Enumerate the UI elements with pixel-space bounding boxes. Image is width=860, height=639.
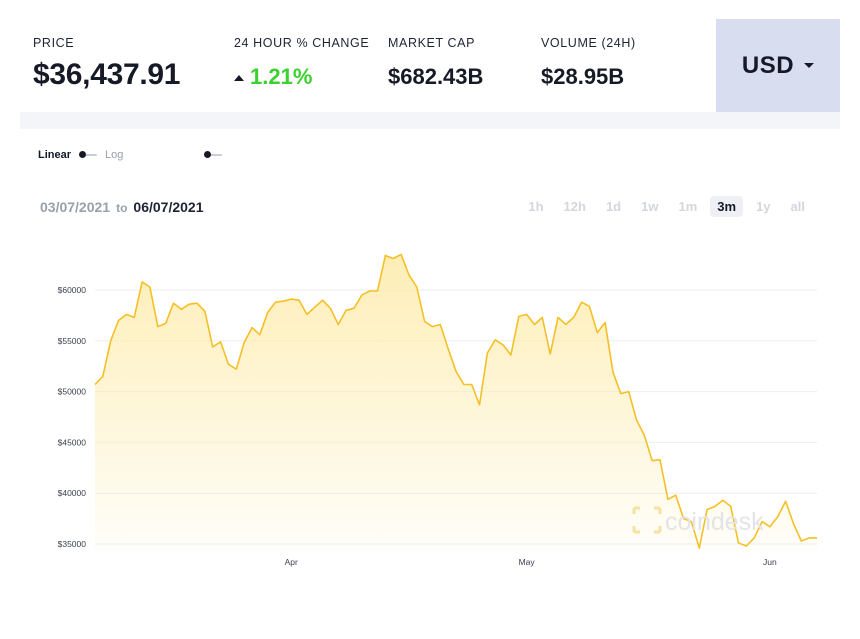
secondary-toggle-switch[interactable] <box>204 151 222 159</box>
range-1h[interactable]: 1h <box>528 199 544 214</box>
toggle-track <box>81 154 98 156</box>
y-tick-label: $60000 <box>58 285 87 295</box>
volume-label: VOLUME (24H) <box>541 36 636 50</box>
price-chart: $35000 $40000 $45000 $50000 $55000 $60000 Apr M… <box>58 253 817 567</box>
change-stat: 24 HOUR % CHANGE 1.21% <box>234 36 369 90</box>
y-tick-label: $40000 <box>58 488 87 498</box>
range-1d[interactable]: 1d <box>605 199 622 214</box>
toggle-track <box>206 154 222 156</box>
coindesk-logo-icon <box>632 506 662 534</box>
price-area <box>95 254 817 550</box>
y-tick-label: $55000 <box>58 336 87 346</box>
stats-bar: PRICE $36,437.91 24 HOUR % CHANGE 1.21% … <box>0 0 860 112</box>
coindesk-watermark: coindesk <box>665 508 764 536</box>
volume-stat: VOLUME (24H) $28.95B <box>541 36 636 90</box>
price-value: $36,437.91 <box>33 58 181 91</box>
x-tick-label: May <box>519 557 536 567</box>
market-cap-label: MARKET CAP <box>388 36 476 50</box>
volume-value: $28.95B <box>541 64 625 89</box>
date-end[interactable]: 06/07/2021 <box>133 199 204 215</box>
price-stat: PRICE $36,437.91 <box>33 36 180 92</box>
range-1y[interactable]: 1y <box>756 199 771 214</box>
scale-linear-option[interactable]: Linear <box>38 149 72 161</box>
caret-down-icon <box>804 63 815 68</box>
date-range: 03/07/2021 to 06/07/2021 <box>40 199 203 215</box>
date-to-word: to <box>116 201 128 215</box>
x-tick-label: Apr <box>285 557 298 567</box>
toggle-knob <box>204 151 211 158</box>
arrow-up-icon <box>234 75 244 81</box>
scale-toggle-row: Linear Log <box>38 149 123 161</box>
y-tick-label: $50000 <box>58 387 87 397</box>
range-1m[interactable]: 1m <box>678 199 698 214</box>
divider-band <box>20 112 840 129</box>
market-cap-value: $682.43B <box>388 64 484 89</box>
x-tick-label: Jun <box>763 557 777 567</box>
market-cap-stat: MARKET CAP $682.43B <box>388 36 483 90</box>
currency-label: USD <box>741 51 795 79</box>
change-label: 24 HOUR % CHANGE <box>234 36 370 50</box>
range-selector: 1h 12h 1d 1w 1m 3m 1y all <box>515 196 812 217</box>
change-value: 1.21% <box>250 64 313 89</box>
range-3m[interactable]: 3m <box>710 196 744 217</box>
change-row: 1.21% <box>234 64 369 90</box>
scale-log-option[interactable]: Log <box>105 149 124 161</box>
scale-toggle-switch[interactable] <box>79 151 98 159</box>
y-tick-label: $45000 <box>58 437 87 447</box>
price-series-line <box>94 253 817 549</box>
range-12h[interactable]: 12h <box>563 199 586 214</box>
price-label: PRICE <box>33 36 75 50</box>
toggle-knob <box>79 151 87 158</box>
range-all[interactable]: all <box>790 199 805 214</box>
y-tick-label: $35000 <box>58 539 87 549</box>
currency-dropdown[interactable]: USD <box>716 19 840 112</box>
range-1w[interactable]: 1w <box>641 199 659 214</box>
date-start[interactable]: 03/07/2021 <box>40 199 111 215</box>
